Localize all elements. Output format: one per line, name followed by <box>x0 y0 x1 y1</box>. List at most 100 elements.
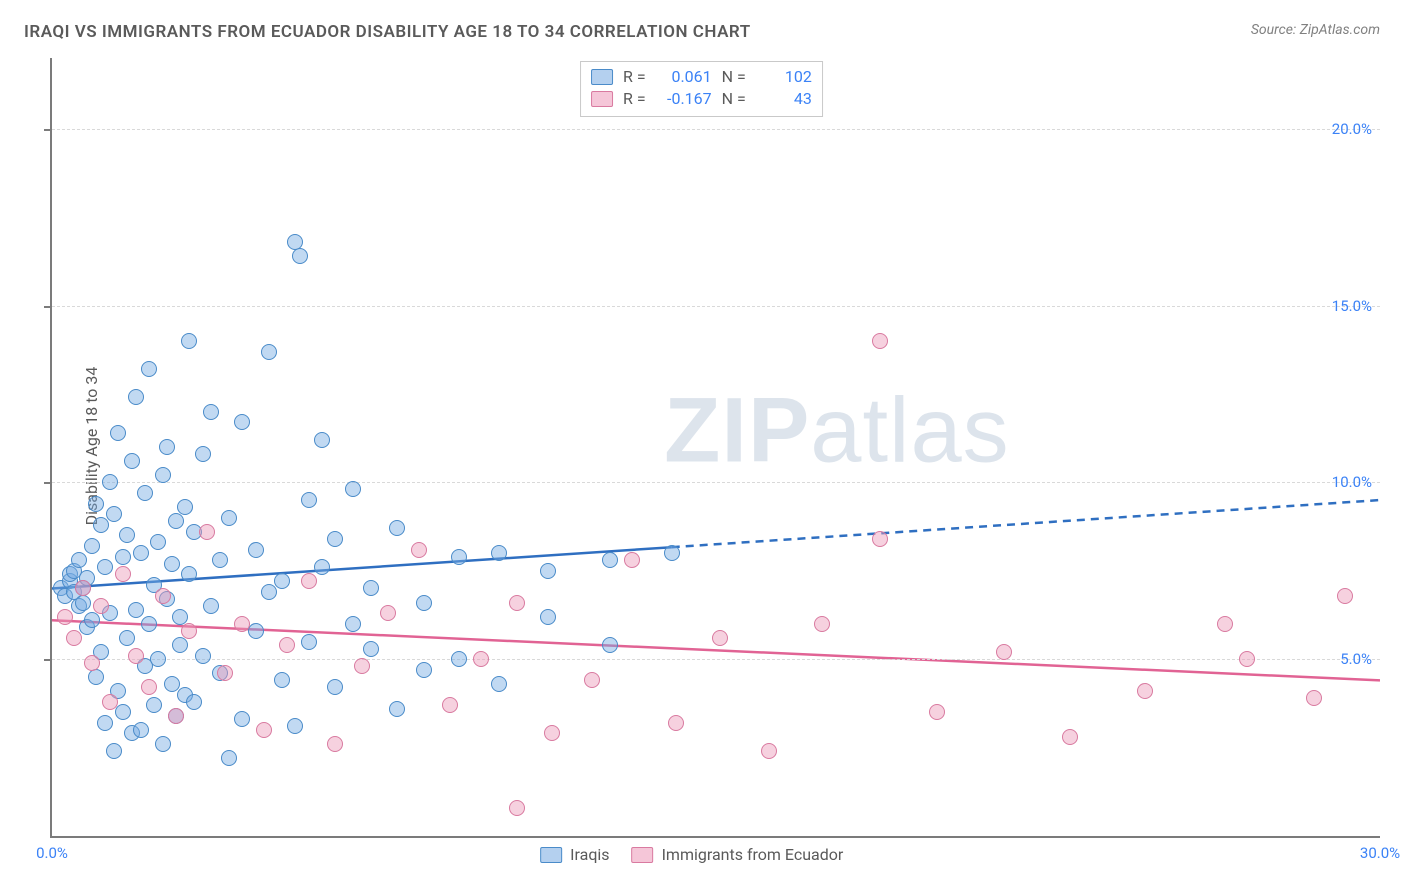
point-iraqis <box>416 595 432 611</box>
point-ecuador <box>544 725 560 741</box>
y-tick-label: 5.0% <box>1340 650 1372 668</box>
point-iraqis <box>416 662 432 678</box>
x-tick-label: 0.0% <box>36 844 68 862</box>
point-ecuador <box>996 644 1012 660</box>
point-ecuador <box>102 694 118 710</box>
point-ecuador <box>256 722 272 738</box>
r-label: R = <box>623 66 646 88</box>
point-ecuador <box>1217 616 1233 632</box>
point-ecuador <box>668 715 684 731</box>
point-iraqis <box>128 602 144 618</box>
n-label: N = <box>722 66 746 88</box>
point-ecuador <box>1306 690 1322 706</box>
legend-row-iraqis: R = 0.061 N = 102 <box>591 66 812 88</box>
point-iraqis <box>150 534 166 550</box>
point-iraqis <box>491 676 507 692</box>
point-iraqis <box>602 637 618 653</box>
point-iraqis <box>212 552 228 568</box>
point-iraqis <box>664 545 680 561</box>
point-ecuador <box>301 573 317 589</box>
point-iraqis <box>248 542 264 558</box>
point-iraqis <box>133 722 149 738</box>
point-iraqis <box>389 701 405 717</box>
point-ecuador <box>380 605 396 621</box>
point-iraqis <box>345 481 361 497</box>
swatch-ecuador <box>591 91 613 107</box>
point-iraqis <box>203 598 219 614</box>
point-ecuador <box>1337 588 1353 604</box>
legend-label-ecuador: Immigrants from Ecuador <box>662 845 844 864</box>
point-ecuador <box>1137 683 1153 699</box>
point-iraqis <box>314 432 330 448</box>
swatch-iraqis-icon <box>540 847 562 863</box>
point-ecuador <box>66 630 82 646</box>
point-ecuador <box>442 697 458 713</box>
point-ecuador <box>411 542 427 558</box>
point-iraqis <box>234 414 250 430</box>
gridline-h <box>52 659 1380 660</box>
point-ecuador <box>1062 729 1078 745</box>
point-ecuador <box>872 531 888 547</box>
correlation-legend: R = 0.061 N = 102 R = -0.167 N = 43 <box>580 61 823 117</box>
point-ecuador <box>712 630 728 646</box>
y-tick-label: 20.0% <box>1332 120 1372 138</box>
point-iraqis <box>314 559 330 575</box>
point-iraqis <box>133 545 149 561</box>
point-iraqis <box>327 531 343 547</box>
point-iraqis <box>106 743 122 759</box>
point-iraqis <box>221 750 237 766</box>
point-ecuador <box>473 651 489 667</box>
gridline-h <box>52 129 1380 130</box>
point-iraqis <box>124 453 140 469</box>
point-ecuador <box>929 704 945 720</box>
series-legend: Iraqis Immigrants from Ecuador <box>540 845 843 864</box>
n-label: N = <box>722 88 746 110</box>
chart-title: IRAQI VS IMMIGRANTS FROM ECUADOR DISABIL… <box>24 22 751 42</box>
r-value-ecuador: -0.167 <box>656 88 712 110</box>
point-ecuador <box>1239 651 1255 667</box>
point-ecuador <box>761 743 777 759</box>
point-iraqis <box>155 736 171 752</box>
point-iraqis <box>274 573 290 589</box>
watermark-bold: ZIP <box>664 380 810 482</box>
point-iraqis <box>88 496 104 512</box>
point-iraqis <box>345 616 361 632</box>
point-iraqis <box>110 425 126 441</box>
point-ecuador <box>199 524 215 540</box>
point-iraqis <box>172 637 188 653</box>
point-iraqis <box>602 552 618 568</box>
point-iraqis <box>88 669 104 685</box>
point-iraqis <box>203 404 219 420</box>
point-ecuador <box>327 736 343 752</box>
point-iraqis <box>274 672 290 688</box>
gridline-h <box>52 306 1380 307</box>
point-iraqis <box>155 467 171 483</box>
point-iraqis <box>195 648 211 664</box>
point-iraqis <box>141 616 157 632</box>
point-ecuador <box>93 598 109 614</box>
point-iraqis <box>102 474 118 490</box>
point-iraqis <box>106 506 122 522</box>
point-iraqis <box>75 595 91 611</box>
point-iraqis <box>195 446 211 462</box>
point-iraqis <box>540 563 556 579</box>
trend-lines <box>52 58 1380 836</box>
point-ecuador <box>872 333 888 349</box>
point-ecuador <box>354 658 370 674</box>
point-iraqis <box>119 630 135 646</box>
point-iraqis <box>137 485 153 501</box>
point-iraqis <box>115 549 131 565</box>
point-ecuador <box>75 580 91 596</box>
point-iraqis <box>159 439 175 455</box>
legend-label-iraqis: Iraqis <box>570 845 609 864</box>
point-iraqis <box>141 361 157 377</box>
point-ecuador <box>217 665 233 681</box>
y-tick-label: 15.0% <box>1332 297 1372 315</box>
point-ecuador <box>155 588 171 604</box>
point-iraqis <box>301 492 317 508</box>
point-iraqis <box>261 344 277 360</box>
point-iraqis <box>181 566 197 582</box>
point-iraqis <box>287 718 303 734</box>
point-ecuador <box>141 679 157 695</box>
point-iraqis <box>327 679 343 695</box>
